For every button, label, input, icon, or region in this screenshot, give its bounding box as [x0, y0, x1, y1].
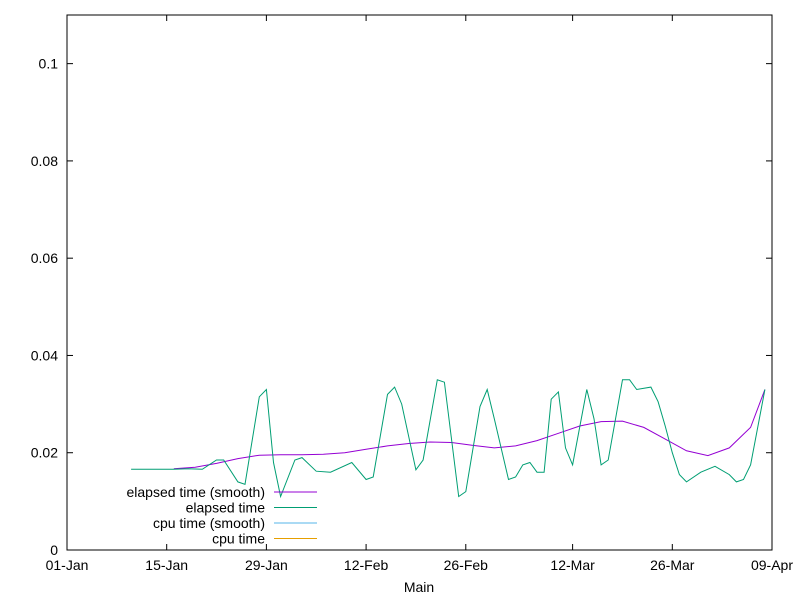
axis-ticks: 01-Jan 15-Jan 29-Jan 12-Feb 26-Feb 12-Mar 26-M…	[31, 15, 793, 573]
legend-label: elapsed time (smooth)	[126, 484, 265, 500]
x-axis-label: Main	[404, 579, 434, 595]
x-tick-label: 09-Apr	[751, 557, 793, 573]
series-line-0	[173, 389, 766, 470]
x-tick-label: 12-Mar	[550, 557, 595, 573]
legend-label: cpu time	[212, 531, 265, 547]
x-tick-label: 12-Feb	[344, 557, 389, 573]
series-lines	[131, 379, 766, 499]
y-tick-label: 0.1	[39, 56, 59, 72]
legend-label: elapsed time	[186, 500, 266, 516]
x-tick-label: 01-Jan	[46, 557, 89, 573]
plot-frame	[66, 14, 773, 551]
x-tick-label: 15-Jan	[145, 557, 188, 573]
y-tick-label: 0.02	[31, 445, 58, 461]
y-tick-label: 0.06	[31, 250, 58, 266]
x-tick-label: 26-Feb	[444, 557, 489, 573]
y-tick-label: 0	[50, 542, 58, 558]
series-line-1	[131, 379, 766, 499]
x-tick-label: 29-Jan	[245, 557, 288, 573]
legend-label: cpu time (smooth)	[153, 515, 265, 531]
y-tick-label: 0.04	[31, 347, 58, 363]
x-tick-label: 26-Mar	[650, 557, 695, 573]
y-tick-label: 0.08	[31, 153, 58, 169]
